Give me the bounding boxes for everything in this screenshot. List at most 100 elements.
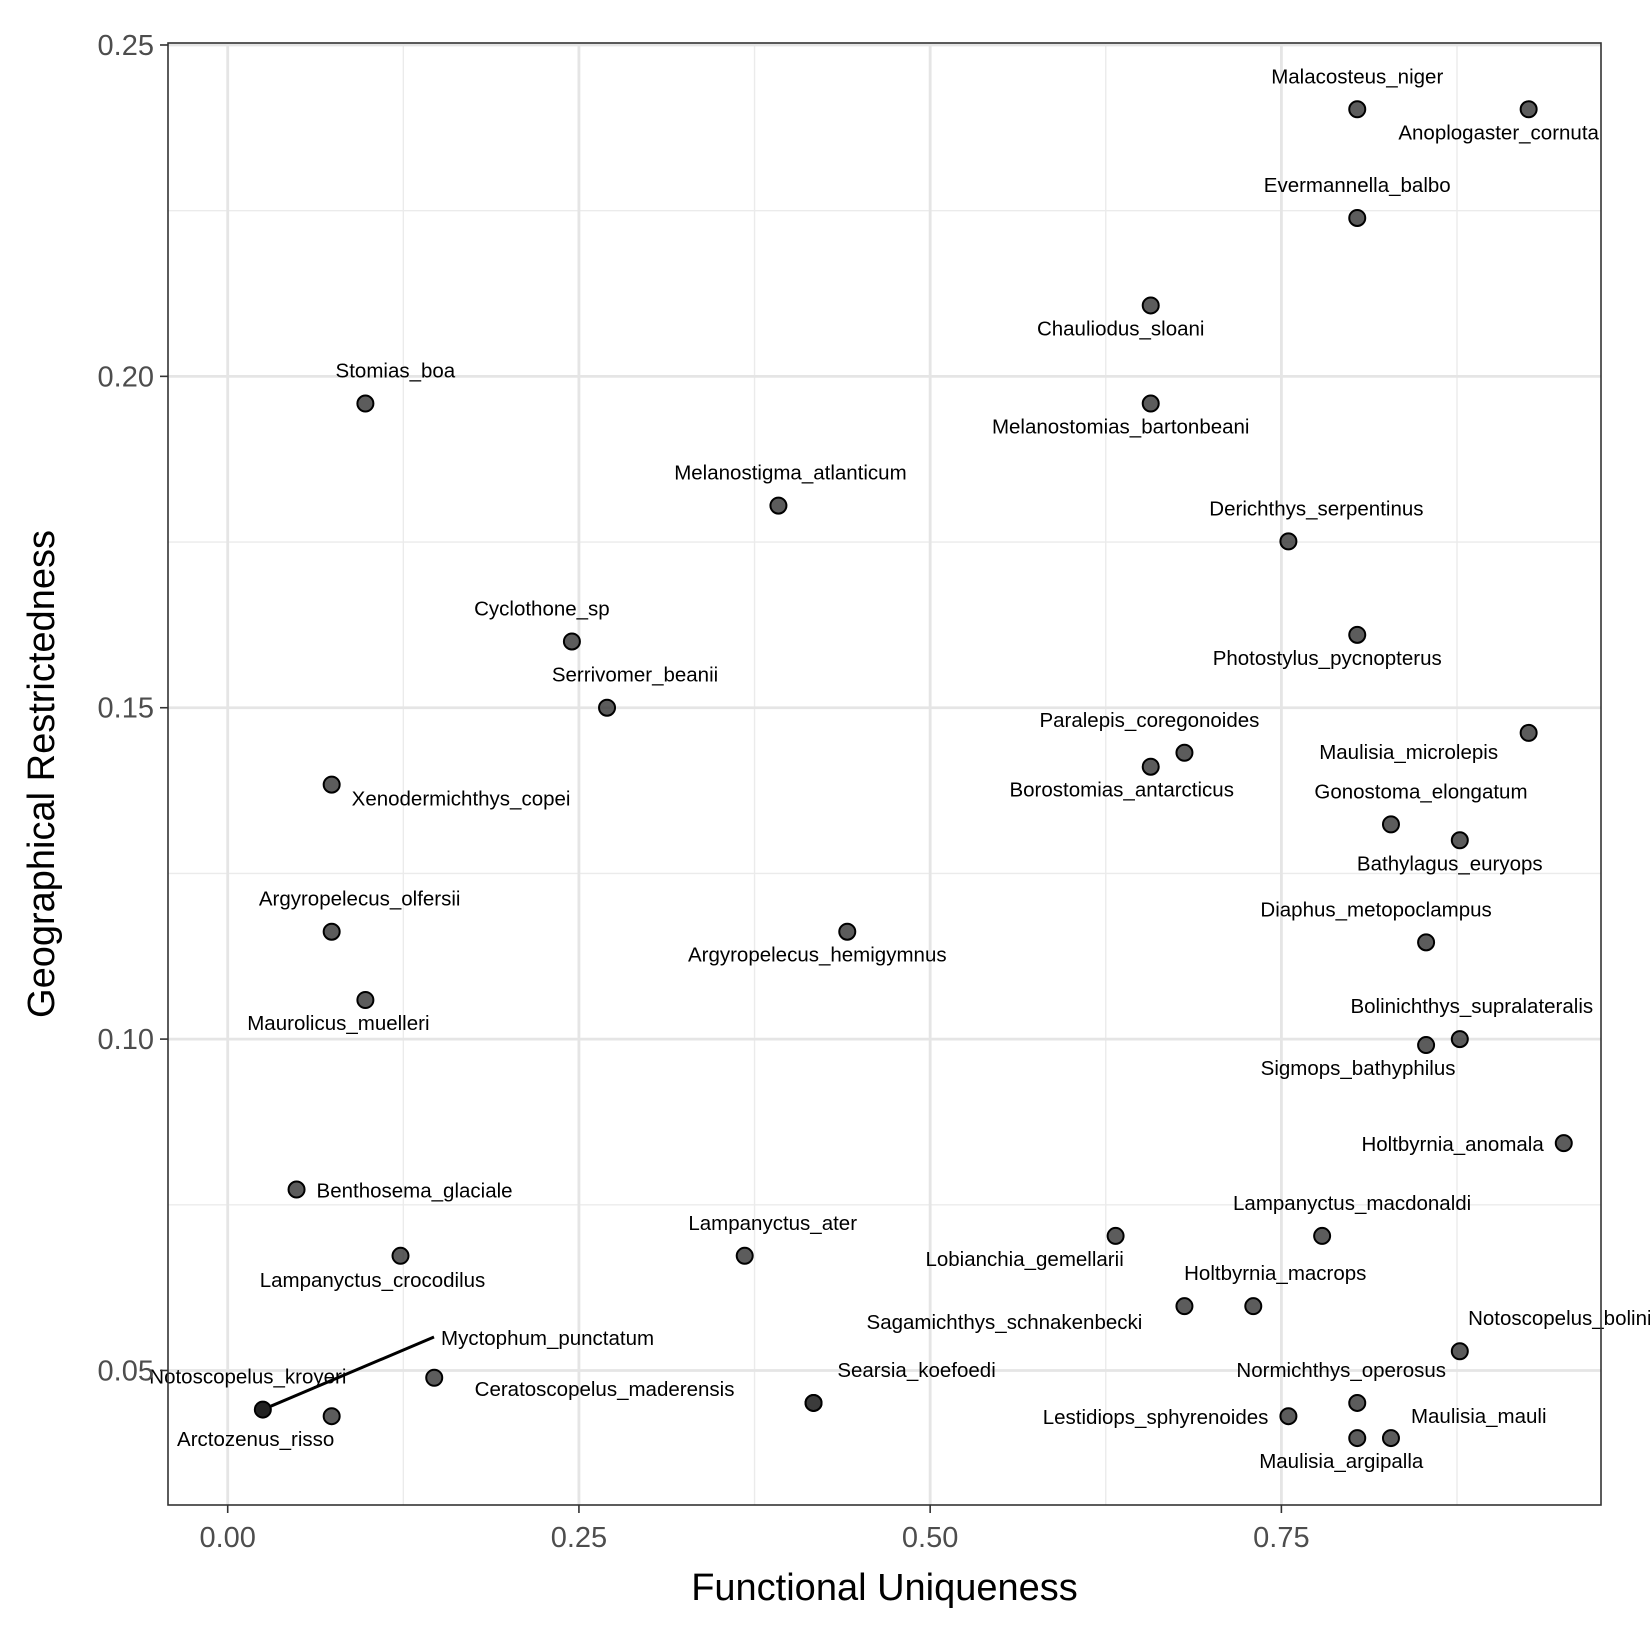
x-tick-label: 0.75 — [1253, 1522, 1309, 1554]
data-point — [1348, 1393, 1367, 1412]
data-point — [1175, 743, 1194, 762]
data-point — [804, 1393, 823, 1412]
point-label: Holtbyrnia_macrops — [1184, 1262, 1366, 1285]
point-label: Normichthys_operosus — [1236, 1359, 1446, 1382]
point-label: Anoplogaster_cornuta — [1398, 121, 1599, 144]
point-label: Lobianchia_gemellarii — [925, 1248, 1123, 1271]
data-point — [1313, 1226, 1332, 1245]
point-label: Derichthys_serpentinus — [1209, 497, 1423, 520]
data-point — [1348, 1429, 1367, 1448]
data-point — [838, 922, 857, 941]
data-point — [598, 698, 617, 717]
point-label: Lampanyctus_crocodilus — [260, 1269, 486, 1292]
x-axis-title: Functional Uniqueness — [691, 1567, 1078, 1609]
data-point — [1279, 1407, 1298, 1426]
point-label: Lampanyctus_macdonaldi — [1233, 1192, 1471, 1215]
y-tick-label: 0.05 — [98, 1355, 154, 1387]
point-label: Diaphus_metopoclampus — [1260, 898, 1491, 921]
point-label: Notoscopelus_kroyeri — [149, 1366, 346, 1389]
grid — [168, 43, 1601, 1505]
point-label: Cyclothone_sp — [474, 597, 610, 620]
data-point — [769, 496, 788, 515]
data-point — [1519, 100, 1538, 119]
point-label: Gonostoma_elongatum — [1314, 780, 1527, 803]
point-label: Malacosteus_niger — [1271, 65, 1443, 88]
point-label: Bathylagus_euryops — [1357, 852, 1543, 875]
point-label: Sigmops_bathyphilus — [1261, 1057, 1456, 1080]
data-point — [562, 632, 581, 651]
data-point — [1106, 1226, 1125, 1245]
data-point — [425, 1368, 444, 1387]
label-leaders — [262, 1335, 435, 1411]
y-tick-label: 0.25 — [98, 30, 154, 62]
point-label: Argyropelecus_olfersii — [259, 888, 461, 911]
data-point — [253, 1400, 272, 1419]
x-tick-label: 0.50 — [902, 1522, 958, 1554]
point-label: Argyropelecus_hemigymnus — [688, 944, 947, 967]
point-label: Searsia_koefoedi — [837, 1359, 995, 1382]
point-label: Melanostigma_atlanticum — [674, 462, 906, 485]
y-tick-label: 0.15 — [98, 693, 154, 725]
data-point — [356, 990, 375, 1009]
point-label: Benthosema_glaciale — [317, 1180, 513, 1203]
label-leader-line — [262, 1335, 435, 1411]
data-point — [1141, 394, 1160, 413]
point-label: Holtbyrnia_anomala — [1361, 1133, 1544, 1156]
point-label: Stomias_boa — [336, 360, 456, 383]
point-label: Evermannella_balbo — [1264, 174, 1451, 197]
data-point — [1417, 1036, 1436, 1055]
data-point — [322, 775, 341, 794]
point-label: Chauliodus_sloani — [1037, 317, 1205, 340]
data-point — [1175, 1297, 1194, 1316]
data-point — [1519, 723, 1538, 742]
data-point — [356, 394, 375, 413]
data-point — [1381, 815, 1400, 834]
point-label: Serrivomer_beanii — [552, 664, 718, 687]
point-label: Bolinichthys_supralateralis — [1350, 995, 1593, 1018]
data-point — [322, 922, 341, 941]
data-point — [1417, 933, 1436, 952]
data-point — [1244, 1297, 1263, 1316]
data-point — [735, 1246, 754, 1265]
y-tick-label: 0.20 — [98, 361, 154, 393]
point-label: Xenodermichthys_copei — [352, 788, 571, 811]
point-label: Maulisia_mauli — [1411, 1405, 1547, 1428]
point-label: Lampanyctus_ater — [688, 1212, 857, 1235]
data-point — [1450, 1342, 1469, 1361]
data-point — [1141, 757, 1160, 776]
axis-ticks: 0.00 0.25 0.50 0.75 0.05 0.10 0.15 0.20 0.25 — [98, 30, 1310, 1554]
point-label: Maulisia_microlepis — [1319, 741, 1498, 764]
point-label: Melanostomias_bartonbeani — [992, 416, 1250, 439]
data-point — [1279, 532, 1298, 551]
point-label: Photostylus_pycnopterus — [1213, 647, 1442, 670]
point-label: Myctophum_punctatum — [441, 1327, 654, 1350]
point-label: Ceratoscopelus_maderensis — [475, 1378, 735, 1401]
data-point — [1348, 100, 1367, 119]
data-points — [253, 100, 1573, 1448]
point-label: Maulisia_argipalla — [1259, 1450, 1424, 1473]
point-label: Sagamichthys_schnakenbecki — [867, 1311, 1143, 1334]
point-label: Notoscopelus_bolini — [1468, 1307, 1650, 1330]
data-point — [1450, 831, 1469, 850]
data-point — [391, 1246, 410, 1265]
data-point — [322, 1407, 341, 1426]
data-point — [1348, 625, 1367, 644]
point-label: Arctozenus_risso — [177, 1428, 334, 1451]
data-point — [1381, 1429, 1400, 1448]
point-label: Maurolicus_muelleri — [247, 1012, 429, 1035]
y-axis-title: Geographical Restrictedness — [21, 530, 63, 1018]
data-point — [1348, 208, 1367, 227]
data-point — [1141, 296, 1160, 315]
y-tick-label: 0.10 — [98, 1024, 154, 1056]
point-label: Borostomias_antarcticus — [1009, 779, 1233, 802]
x-tick-label: 0.25 — [551, 1522, 607, 1554]
plot-panel-border — [167, 42, 1602, 1506]
data-point — [1554, 1134, 1573, 1153]
x-tick-label: 0.00 — [199, 1522, 255, 1554]
point-labels: Malacosteus_niger Anoplogaster_cornuta Eve… — [149, 65, 1650, 1473]
data-point — [1450, 1030, 1469, 1049]
point-label: Paralepis_coregonoides — [1039, 709, 1259, 732]
data-point — [287, 1180, 306, 1199]
point-label: Lestidiops_sphyrenoides — [1043, 1406, 1269, 1429]
